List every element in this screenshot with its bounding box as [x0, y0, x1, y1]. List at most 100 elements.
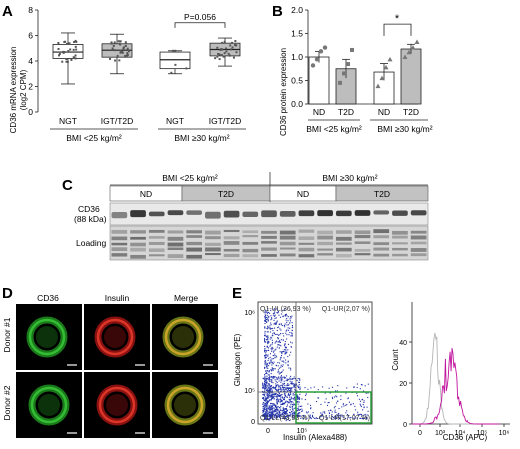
cell-event [270, 407, 272, 409]
cell-event [265, 415, 267, 417]
cell-event [278, 385, 280, 387]
cell-event [266, 388, 268, 390]
cell-event [271, 396, 273, 398]
cell-event [280, 354, 283, 356]
significance-bracket [383, 23, 412, 36]
cell-event [322, 386, 324, 388]
cell-event [291, 411, 293, 413]
cell-event [268, 370, 270, 372]
cell-event [262, 377, 264, 379]
cell-event [269, 405, 271, 407]
cell-event [269, 390, 271, 392]
cell-event [326, 417, 328, 419]
cell-event [269, 410, 271, 412]
data-point [216, 55, 219, 58]
cell-event [284, 417, 286, 419]
cell-event [336, 396, 338, 398]
loading-band [242, 230, 259, 234]
cell-event [275, 410, 277, 412]
cell-event [275, 317, 277, 319]
cell-event [291, 387, 293, 389]
cell-event [342, 403, 345, 405]
y-tick-label: 0.0 [291, 99, 303, 109]
loading-band [223, 236, 240, 240]
cell-event [269, 361, 271, 363]
data-point [122, 46, 125, 49]
cell-event [288, 393, 290, 395]
cell-event [270, 386, 272, 388]
cell-event [288, 414, 290, 416]
cell-event [267, 335, 269, 337]
data-point [74, 45, 77, 48]
cell-event [271, 358, 273, 360]
cell-event [290, 413, 292, 415]
cell-event [278, 395, 280, 397]
cell-event [278, 391, 280, 394]
cell-event [266, 402, 269, 404]
cell-event [269, 338, 271, 340]
cell-event [280, 394, 282, 396]
dot-y-tick-label: 10⁶ [244, 310, 255, 317]
cell-event [289, 400, 291, 402]
cell-event [270, 336, 272, 338]
data-point [216, 46, 219, 49]
cell-event [289, 399, 291, 401]
cell-event [265, 379, 267, 381]
cell-event [264, 351, 266, 353]
data-point [229, 48, 232, 51]
cell-event [350, 404, 352, 406]
cell-event [262, 415, 264, 417]
cell-event [290, 404, 292, 406]
y-tick-label: 1.0 [291, 52, 303, 62]
cell-event [264, 319, 266, 321]
loading-band [130, 254, 146, 259]
cell-event [271, 364, 273, 366]
cell-event [300, 417, 302, 420]
cell-event [298, 408, 300, 410]
cell-event [283, 402, 285, 404]
cell-event [271, 416, 273, 418]
cell-event [279, 340, 281, 342]
cell-event [262, 387, 264, 389]
cell-event [263, 385, 265, 387]
cell-event [301, 410, 303, 412]
cell-event [269, 395, 271, 397]
cell-event [357, 411, 359, 413]
cell-event [272, 314, 274, 316]
panel-c-t2d-high: T2D [374, 189, 390, 199]
cell-event [334, 411, 336, 413]
cell-event [265, 311, 267, 313]
cell-event [272, 418, 274, 420]
cell-event [266, 369, 268, 372]
cell-event [286, 390, 288, 392]
cell-event [269, 363, 271, 365]
panel-c-letter: C [62, 177, 73, 194]
cell-event [272, 351, 275, 353]
cell-event [282, 389, 284, 391]
data-point [118, 59, 121, 62]
cell-event [283, 350, 285, 352]
data-point [121, 51, 124, 54]
cell-event [363, 414, 365, 416]
cell-event [284, 415, 286, 418]
cell-event [296, 395, 298, 397]
cell-event [282, 376, 284, 378]
cell-event [286, 351, 288, 353]
cell-event [321, 415, 323, 417]
loading-band [335, 230, 352, 234]
cell-event [275, 407, 277, 409]
cell-event [338, 415, 340, 417]
cell-event [264, 326, 266, 328]
cell-event [323, 411, 326, 413]
cell-event [293, 403, 296, 405]
cell-event [284, 410, 286, 413]
cell-event [281, 385, 283, 387]
cell-event [266, 328, 268, 330]
loading-band [317, 248, 333, 251]
cell-event [302, 417, 304, 420]
cell-event [336, 414, 338, 416]
cell-event [266, 375, 268, 377]
cell-event [267, 386, 269, 388]
cell-event [277, 390, 279, 392]
cell-event [354, 416, 357, 418]
